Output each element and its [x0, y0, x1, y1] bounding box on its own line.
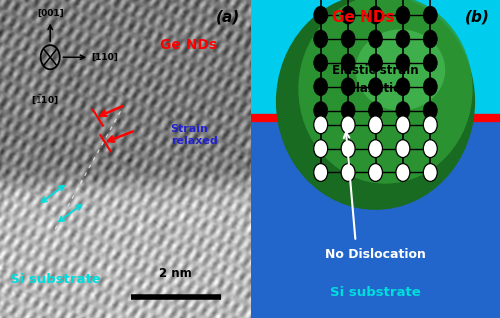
- Circle shape: [424, 116, 438, 134]
- Circle shape: [396, 6, 410, 24]
- Circle shape: [314, 54, 328, 72]
- Text: Si substrate: Si substrate: [10, 273, 101, 286]
- Circle shape: [368, 140, 382, 157]
- Circle shape: [341, 6, 355, 24]
- Circle shape: [314, 30, 328, 48]
- Circle shape: [424, 6, 438, 24]
- Circle shape: [368, 102, 382, 120]
- Text: [110]: [110]: [92, 53, 118, 62]
- Text: Si substrate: Si substrate: [330, 286, 421, 299]
- Ellipse shape: [276, 0, 475, 210]
- Circle shape: [396, 54, 410, 72]
- Circle shape: [368, 78, 382, 96]
- Circle shape: [396, 78, 410, 96]
- Text: Ge NDs: Ge NDs: [332, 10, 394, 24]
- Circle shape: [396, 163, 410, 181]
- Circle shape: [368, 54, 382, 72]
- Circle shape: [341, 30, 355, 48]
- Ellipse shape: [356, 29, 445, 110]
- Circle shape: [314, 102, 328, 120]
- Circle shape: [341, 54, 355, 72]
- Bar: [251, 0, 500, 118]
- Circle shape: [396, 140, 410, 157]
- Ellipse shape: [298, 0, 472, 183]
- Circle shape: [424, 102, 438, 120]
- Circle shape: [341, 102, 355, 120]
- Circle shape: [341, 163, 355, 181]
- Text: Elastic strain
relaxation: Elastic strain relaxation: [332, 64, 419, 95]
- Circle shape: [396, 102, 410, 120]
- Text: [$\bar{1}$10]: [$\bar{1}$10]: [32, 94, 59, 107]
- Text: [001]: [001]: [37, 9, 64, 17]
- Circle shape: [341, 78, 355, 96]
- Circle shape: [368, 163, 382, 181]
- Circle shape: [341, 116, 355, 134]
- Circle shape: [341, 140, 355, 157]
- Circle shape: [314, 163, 328, 181]
- Circle shape: [368, 6, 382, 24]
- Circle shape: [314, 6, 328, 24]
- Circle shape: [424, 54, 438, 72]
- Circle shape: [396, 116, 410, 134]
- Circle shape: [424, 30, 438, 48]
- Circle shape: [424, 140, 438, 157]
- Circle shape: [424, 163, 438, 181]
- Circle shape: [314, 78, 328, 96]
- Circle shape: [368, 30, 382, 48]
- Bar: [251, 118, 500, 318]
- Circle shape: [368, 116, 382, 134]
- Circle shape: [314, 140, 328, 157]
- Text: No Dislocation: No Dislocation: [325, 248, 426, 261]
- Circle shape: [314, 116, 328, 134]
- Text: (a): (a): [216, 10, 240, 24]
- Text: Strain
relaxed: Strain relaxed: [170, 124, 218, 146]
- Circle shape: [424, 78, 438, 96]
- Text: Ge NDs: Ge NDs: [160, 38, 217, 52]
- Text: 2 nm: 2 nm: [160, 267, 192, 280]
- Text: (b): (b): [465, 10, 490, 24]
- Circle shape: [396, 30, 410, 48]
